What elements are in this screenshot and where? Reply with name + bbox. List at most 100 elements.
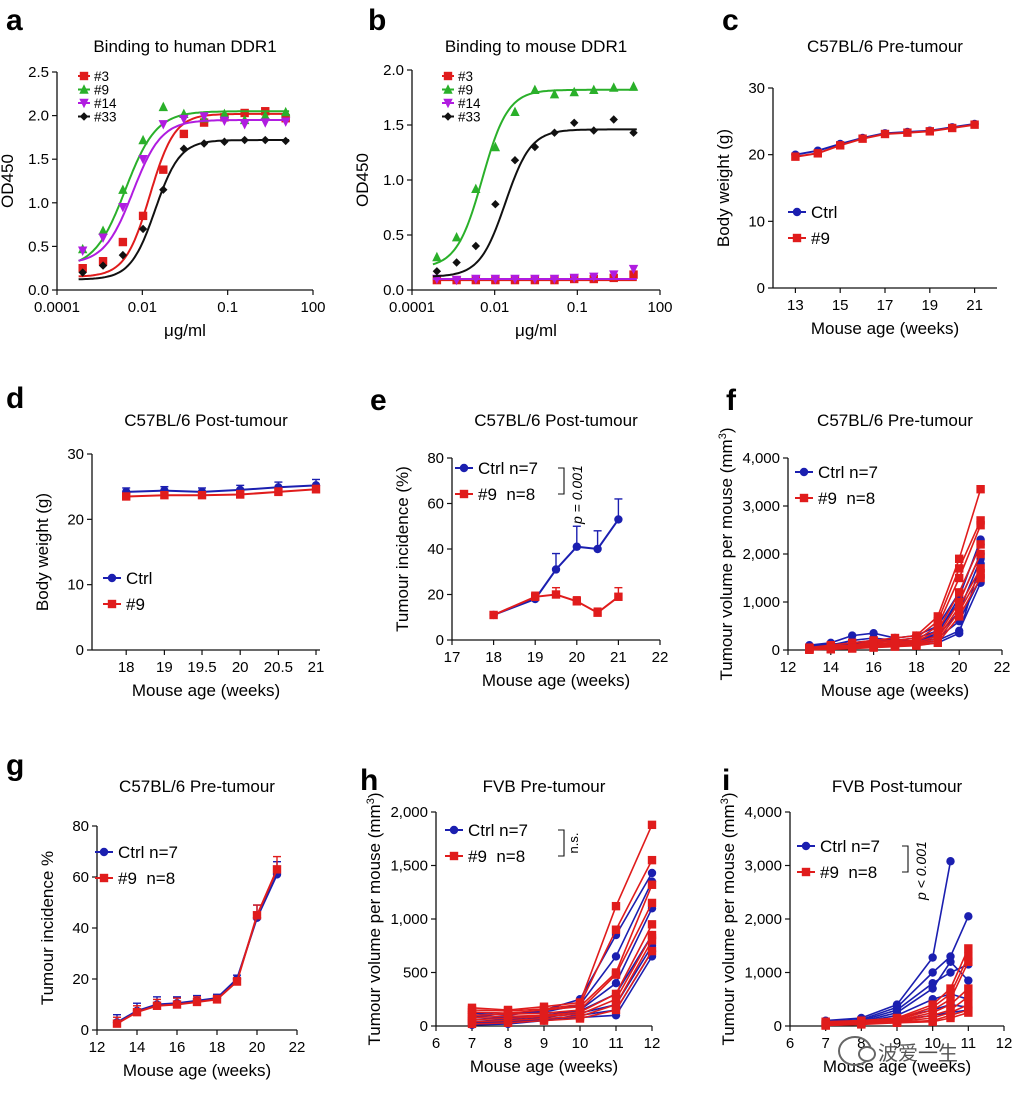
data-point [274, 487, 283, 497]
fit-curve [78, 119, 290, 262]
legend-item: #3 [78, 69, 109, 84]
data-point [964, 957, 973, 966]
legend-marker [443, 84, 453, 94]
x-tick-label: 10 [924, 1035, 941, 1052]
legend-label: #3 [94, 69, 109, 84]
legend-item: Ctrl n=7 [455, 459, 538, 478]
data-point [491, 200, 500, 209]
y-axis-label: OD450 [0, 154, 17, 208]
y-tick-label: 20 [67, 511, 84, 528]
series-line [126, 488, 317, 498]
panel-a: a Binding to human DDR1 0.0001 0.01 0.1 100 0.… [0, 4, 326, 340]
series-line [471, 940, 653, 1023]
data-point [955, 602, 964, 611]
y-tick-label: 30 [67, 446, 84, 463]
significance-label: n.s. [566, 833, 581, 854]
data-point [551, 590, 561, 599]
series-1 [467, 820, 657, 1029]
data-point [848, 644, 857, 653]
data-point [614, 592, 623, 601]
data-point [467, 1019, 477, 1029]
y-tick-label: 1.5 [28, 151, 49, 168]
legend-marker [801, 841, 811, 851]
legend-label: Ctrl n=7 [118, 843, 178, 862]
legend-marker [79, 98, 89, 109]
chart-title: FVB Post-tumour [832, 777, 963, 796]
data-point [569, 273, 579, 284]
series-line [809, 524, 982, 650]
series-line [809, 544, 982, 646]
data-point [955, 573, 964, 583]
legend-marker [792, 207, 802, 217]
data-point [311, 485, 321, 494]
y-tick-label: 20 [748, 147, 765, 164]
series-line [809, 539, 982, 648]
series-1 [805, 485, 985, 654]
series-line [471, 884, 653, 1015]
data-point [611, 979, 621, 988]
data-point [890, 642, 900, 651]
y-tick-label: 1,000 [744, 965, 782, 982]
data-point [172, 1000, 182, 1009]
data-point [593, 608, 602, 617]
data-point [892, 1018, 902, 1027]
y-tick-label: 1.5 [383, 117, 404, 134]
y-axis-label: OD450 [353, 153, 372, 207]
x-tick-label: 19 [527, 649, 544, 666]
y-tick-label: 0 [436, 632, 444, 649]
y-tick-label: 10 [67, 577, 84, 594]
data-point [933, 621, 942, 631]
panel-b: b Binding to mouse DDR1 0.0001 0.01 0.1 100 0.… [353, 4, 673, 340]
data-point [964, 976, 973, 985]
series-line [471, 934, 653, 1021]
legend-marker [801, 867, 811, 877]
data-point [160, 490, 169, 500]
x-tick-label: 7 [468, 1035, 476, 1052]
x-tick-label: 0.1 [217, 299, 238, 316]
legend-item: #9 [788, 229, 830, 248]
legend-label: Ctrl n=7 [478, 459, 538, 478]
y-tick-label: 0.0 [28, 282, 49, 299]
legend-label: #9 n=8 [468, 847, 525, 866]
legend-marker [79, 84, 89, 94]
watermark-text: 波爱一生 [878, 1040, 958, 1065]
legend-marker [799, 467, 809, 477]
series-line [471, 924, 653, 1019]
y-tick-label: 30 [748, 80, 765, 97]
y-axis-label: Tumour incidence % [38, 851, 57, 1005]
x-tick-label: 0.0001 [34, 299, 80, 316]
series-1 [791, 120, 979, 161]
data-point [928, 968, 937, 977]
data-point [964, 944, 973, 953]
x-tick-label: 19 [921, 297, 938, 314]
series-0 [489, 498, 623, 620]
panel-g: g C57BL/6 Pre-tumour 12 14 16 18 20 22 0 20 40 60 80… [6, 749, 305, 1080]
y-tick-label: 0 [774, 1018, 782, 1035]
data-point [946, 968, 955, 977]
data-point [510, 156, 520, 165]
legend-item: Ctrl [103, 569, 152, 588]
data-point [946, 957, 955, 966]
legend-marker [459, 489, 469, 499]
panel-letter: d [6, 382, 24, 415]
data-point [530, 274, 540, 285]
legend-marker [107, 573, 117, 583]
data-point [928, 953, 937, 962]
x-axis-label: μg/ml [164, 321, 206, 340]
legend-item: #9 [442, 83, 473, 98]
data-point [609, 115, 618, 124]
legend-item: Ctrl n=7 [797, 837, 880, 856]
data-point [964, 912, 973, 921]
data-point [159, 165, 168, 174]
data-point [589, 84, 599, 94]
data-point [955, 564, 964, 573]
data-point [240, 135, 249, 145]
data-point [836, 141, 845, 150]
y-tick-label: 1.0 [383, 172, 404, 189]
panel-letter: f [726, 384, 737, 417]
data-point [946, 989, 955, 999]
data-point [629, 128, 638, 137]
legend-item: #9 [78, 83, 109, 98]
data-point [955, 588, 964, 597]
